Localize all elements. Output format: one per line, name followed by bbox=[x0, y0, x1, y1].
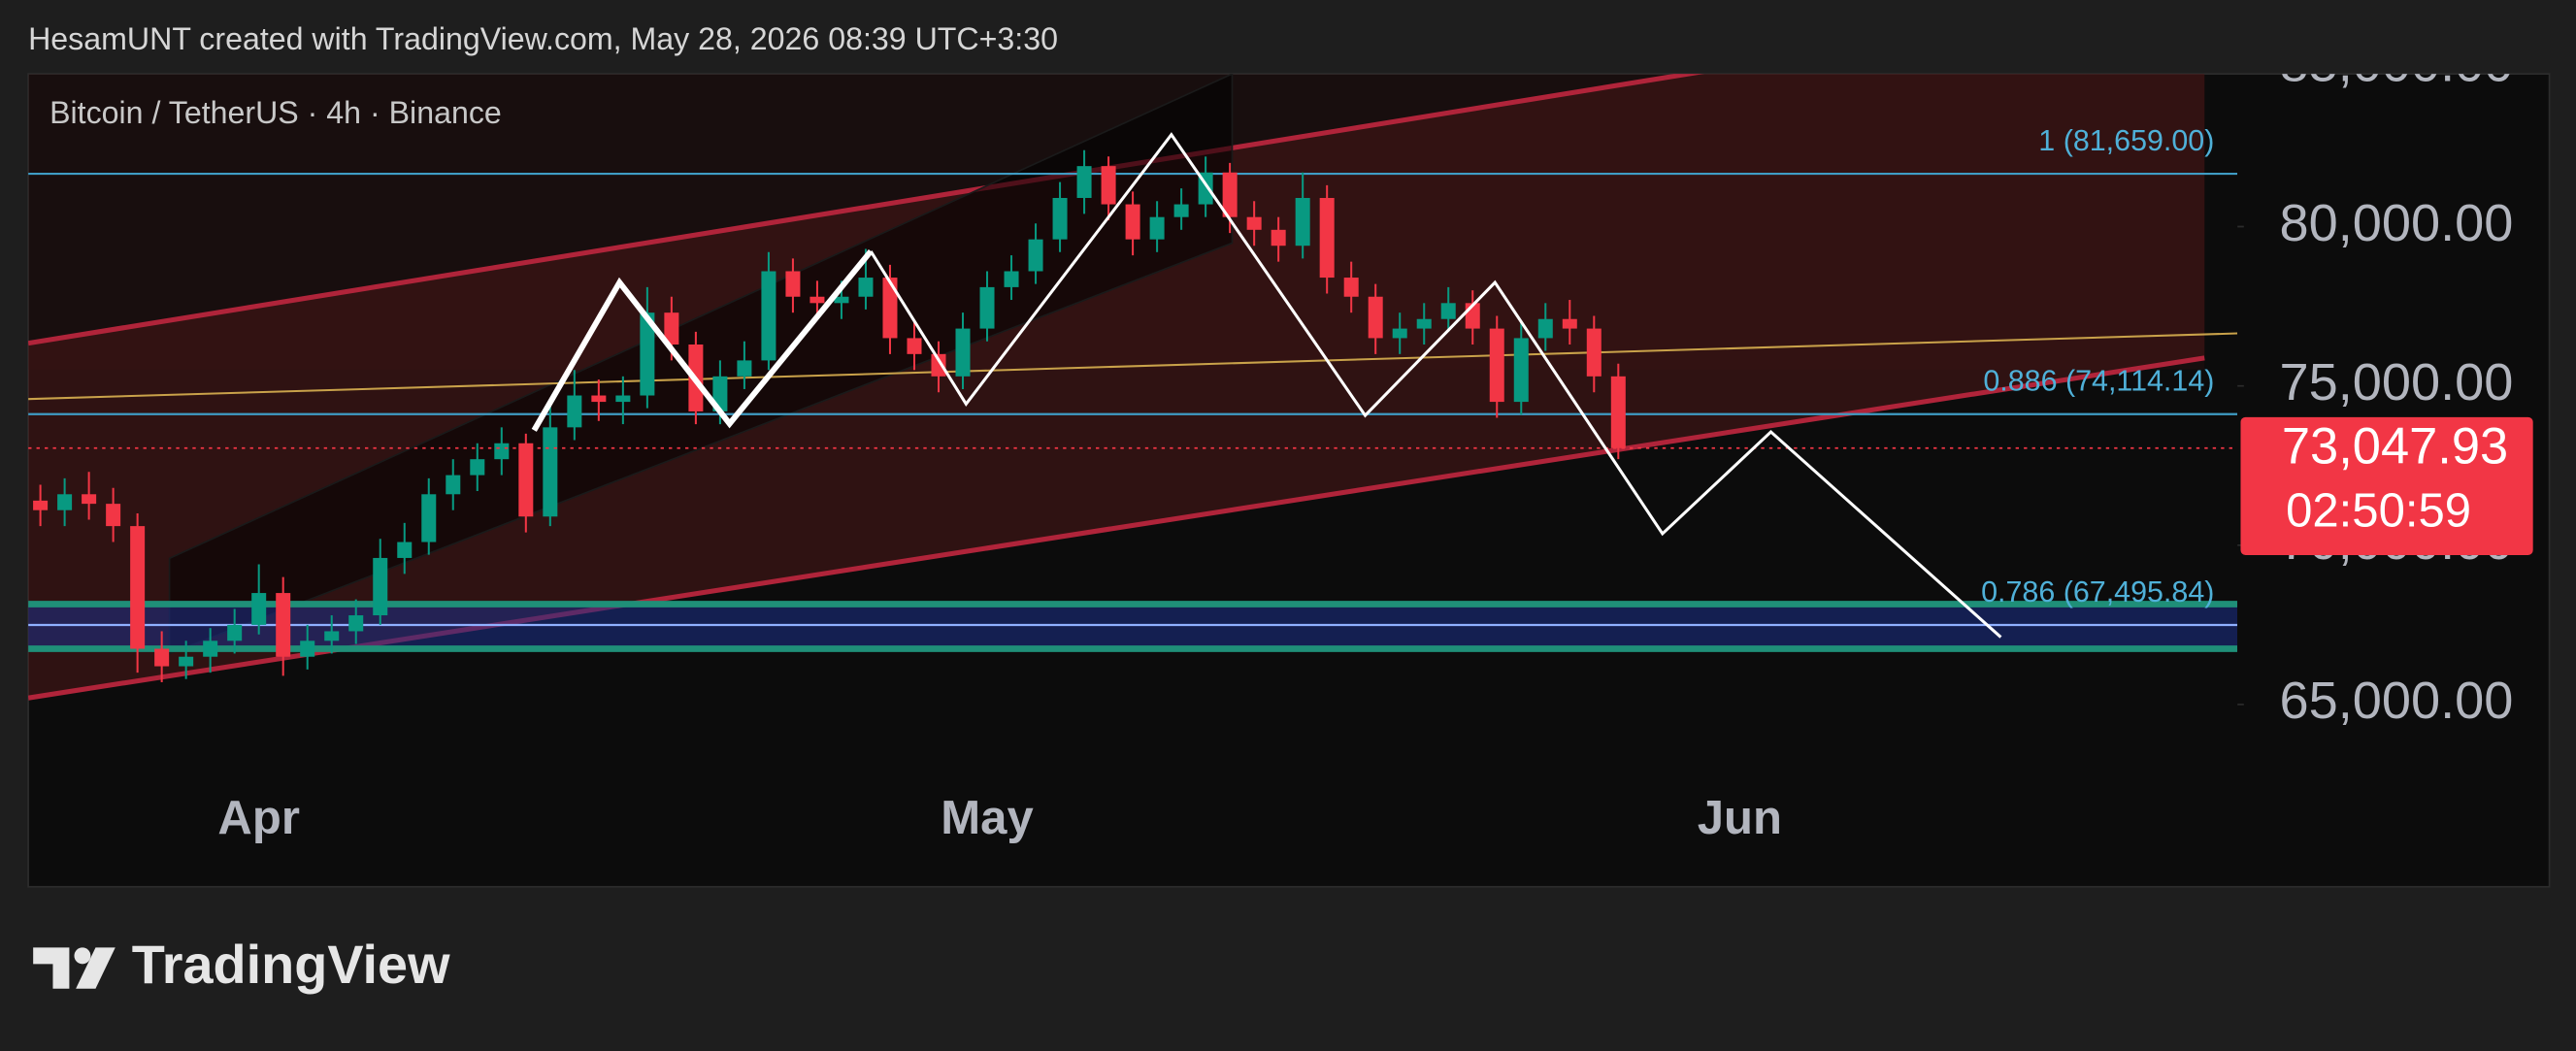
candle-body bbox=[1562, 318, 1577, 329]
price-tag: 73,047.93 02:50:59 bbox=[2240, 416, 2533, 555]
fib-label: 1 (81,659.00) bbox=[2038, 124, 2214, 157]
candle-body bbox=[664, 312, 679, 345]
candle-body bbox=[1271, 229, 1286, 246]
candle-body bbox=[1392, 328, 1407, 339]
candle-body bbox=[1246, 216, 1262, 230]
candle-body bbox=[1368, 296, 1383, 339]
candle-body bbox=[1295, 197, 1310, 246]
candle-body bbox=[1028, 239, 1043, 272]
y-tick-label: 75,000.00 bbox=[2280, 353, 2514, 411]
candle-body bbox=[1416, 318, 1432, 329]
candle-body bbox=[348, 615, 364, 632]
candle-body bbox=[1125, 204, 1140, 240]
candle-body bbox=[518, 443, 534, 517]
candle-body bbox=[1149, 216, 1165, 240]
candle-body bbox=[82, 494, 97, 505]
candle-body bbox=[1173, 204, 1189, 217]
price-tag-bg bbox=[2240, 416, 2533, 555]
candle-body bbox=[251, 593, 267, 625]
y-tick-label: 85,000.00 bbox=[2280, 35, 2514, 93]
fib-layer bbox=[28, 172, 2238, 627]
y-tick-label: 80,000.00 bbox=[2280, 194, 2514, 252]
header: HesamUNT created with TradingView.com, M… bbox=[28, 21, 1058, 56]
candle-body bbox=[1004, 271, 1019, 287]
candle-body bbox=[1513, 338, 1529, 403]
candle-body bbox=[1489, 328, 1504, 403]
candle-body bbox=[979, 286, 995, 329]
candle-body bbox=[494, 443, 510, 460]
candle-body bbox=[1222, 172, 1238, 217]
candle-body bbox=[446, 475, 461, 495]
logo-mark-2 bbox=[74, 947, 91, 965]
trend-line bbox=[28, 332, 2238, 401]
plot-area bbox=[28, 74, 2238, 701]
candle-body bbox=[882, 278, 898, 339]
logo: TradingView bbox=[33, 934, 450, 995]
countdown: 02:50:59 bbox=[2286, 485, 2471, 538]
candle-body bbox=[858, 278, 874, 297]
candle-body bbox=[227, 624, 243, 641]
fib-label: 0.786 (67,495.84) bbox=[1981, 575, 2214, 608]
candle-body bbox=[276, 593, 291, 657]
y-tick-label: 65,000.00 bbox=[2280, 672, 2514, 730]
candle-body bbox=[567, 395, 582, 428]
candle-body bbox=[955, 328, 971, 377]
candle-body bbox=[130, 526, 146, 649]
candle-body bbox=[397, 542, 413, 558]
candle-body bbox=[931, 353, 946, 377]
candle-body bbox=[761, 271, 776, 361]
channel-fill bbox=[28, 74, 2205, 699]
candle-body bbox=[1343, 278, 1359, 297]
candle-body bbox=[907, 338, 922, 354]
candle-body bbox=[57, 494, 73, 510]
candle-body bbox=[106, 504, 121, 527]
logo-mark-1 bbox=[33, 947, 70, 989]
support-zone bbox=[28, 604, 2238, 649]
x-axis: Apr May Jun bbox=[217, 792, 1782, 844]
candle-body bbox=[785, 271, 801, 297]
x-tick-label: Jun bbox=[1698, 792, 1782, 844]
candle-body bbox=[154, 648, 170, 667]
candle-body bbox=[1076, 166, 1092, 198]
candle-body bbox=[591, 395, 607, 403]
candle-body bbox=[179, 656, 194, 667]
branding: TradingView bbox=[132, 934, 450, 995]
candle-body bbox=[421, 494, 437, 542]
candle-body bbox=[1319, 197, 1335, 279]
candle-body bbox=[809, 296, 825, 304]
candle-body bbox=[300, 640, 315, 657]
candle-body bbox=[324, 631, 340, 641]
candle-body bbox=[543, 427, 558, 517]
candle-layer bbox=[33, 149, 1626, 682]
candle-body bbox=[737, 360, 752, 377]
fib-label: 0.886 (74,114.14) bbox=[1983, 365, 2214, 398]
symbol-title: Bitcoin / TetherUS · 4h · Binance bbox=[50, 95, 502, 130]
candle-body bbox=[203, 640, 218, 657]
logo-mark-3 bbox=[76, 947, 116, 989]
candle-body bbox=[1537, 318, 1553, 339]
candle-body bbox=[1052, 197, 1068, 240]
zigzag-bold bbox=[531, 249, 874, 432]
candle-body bbox=[470, 459, 485, 476]
candle-body bbox=[615, 395, 631, 403]
x-tick-label: Apr bbox=[217, 792, 299, 844]
last-price: 73,047.93 bbox=[2282, 419, 2508, 476]
zigzag-projection bbox=[869, 132, 2002, 639]
zone-layer bbox=[28, 601, 2238, 652]
candle-body bbox=[33, 500, 49, 510]
x-tick-label: May bbox=[941, 792, 1034, 844]
candle-body bbox=[1586, 328, 1602, 377]
candle-body bbox=[373, 557, 388, 616]
candle-body bbox=[834, 296, 849, 304]
candle-body bbox=[640, 312, 655, 396]
candle-body bbox=[1440, 303, 1456, 319]
candle-body bbox=[1610, 376, 1626, 448]
candle-body bbox=[1101, 166, 1116, 205]
